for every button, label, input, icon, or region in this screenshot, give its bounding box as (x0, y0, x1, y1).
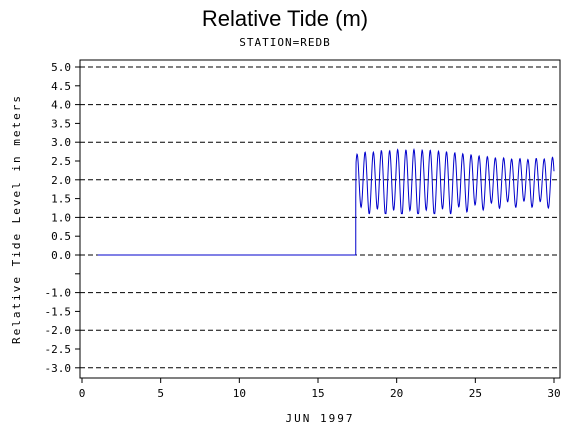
x-axis: 0 5 10 15 20 25 30 (79, 378, 561, 400)
x-tick-label: 25 (469, 387, 482, 400)
series-group (97, 147, 555, 256)
y-tick-label: 5.0 (51, 61, 71, 74)
x-tick-label: 30 (547, 387, 560, 400)
y-tick-label: 4.5 (51, 80, 71, 93)
plot-frame (79, 59, 561, 379)
y-tick-label: -3.0 (45, 362, 72, 375)
x-tick-label: 0 (79, 387, 86, 400)
y-tick-label: 3.0 (51, 136, 71, 149)
x-axis-label: JUN 1997 (286, 412, 355, 425)
y-tick-label: 0.5 (51, 230, 71, 243)
y-tick-label: -2.5 (45, 343, 72, 356)
chart-subtitle: STATION=REDB (239, 36, 331, 49)
y-tick-label: 1.5 (51, 193, 71, 206)
x-tick-label: 5 (157, 387, 164, 400)
grid-lines (80, 66, 560, 369)
y-tick-label: 3.5 (51, 117, 71, 130)
y-tick-label: 2.0 (51, 174, 71, 187)
y-tick-label: 2.5 (51, 155, 71, 168)
x-tick-label: 15 (311, 387, 324, 400)
x-tick-label: 20 (390, 387, 403, 400)
chart-title: Relative Tide (m) (201, 6, 369, 31)
y-axis-label: Relative Tide Level in meters (10, 94, 23, 344)
y-tick-label: -1.5 (45, 305, 72, 318)
y-tick-label: 0.0 (51, 249, 71, 262)
y-tick-label: -2.0 (45, 324, 72, 337)
x-tick-label: 10 (233, 387, 246, 400)
tide-series-line (97, 147, 555, 256)
y-axis: 5.0 4.5 4.0 3.5 3.0 2.5 2.0 1.5 1.0 0.5 0.0 -1.0 -1.… (45, 61, 80, 375)
y-tick-label: 4.0 (51, 99, 71, 112)
y-tick-label: -1.0 (45, 287, 72, 300)
y-tick-label: 1.0 (51, 211, 71, 224)
